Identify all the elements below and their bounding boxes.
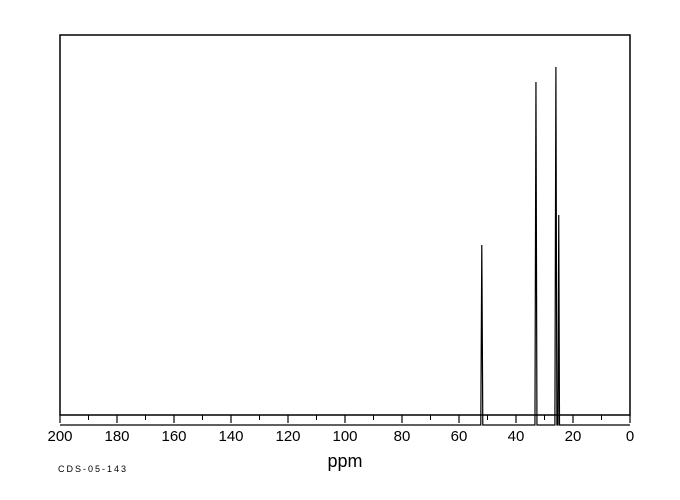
xaxis-tick-label: 100 — [332, 428, 357, 445]
nmr-spectrum-svg: 200180160140120100806040200ppmCDS-05-143 — [0, 0, 680, 500]
xaxis-tick-label: 80 — [394, 428, 411, 445]
xaxis-tick-label: 60 — [451, 428, 468, 445]
xaxis-tick-label: 200 — [47, 428, 72, 445]
xaxis-tick-label: 140 — [218, 428, 243, 445]
xaxis-label: ppm — [327, 451, 362, 471]
xaxis-tick-label: 120 — [275, 428, 300, 445]
xaxis-tick-label: 40 — [508, 428, 525, 445]
nmr-chart-container: 200180160140120100806040200ppmCDS-05-143 — [0, 0, 680, 500]
sample-id-label: CDS-05-143 — [58, 464, 128, 474]
xaxis-tick-label: 0 — [626, 428, 634, 445]
xaxis-tick-label: 20 — [565, 428, 582, 445]
xaxis-tick-label: 180 — [104, 428, 129, 445]
xaxis-tick-label: 160 — [161, 428, 186, 445]
